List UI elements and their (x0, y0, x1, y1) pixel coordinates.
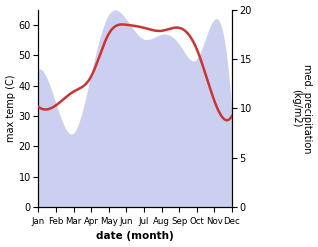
X-axis label: date (month): date (month) (96, 231, 174, 242)
Y-axis label: max temp (C): max temp (C) (5, 75, 16, 142)
Y-axis label: med. precipitation
(kg/m2): med. precipitation (kg/m2) (291, 64, 313, 153)
